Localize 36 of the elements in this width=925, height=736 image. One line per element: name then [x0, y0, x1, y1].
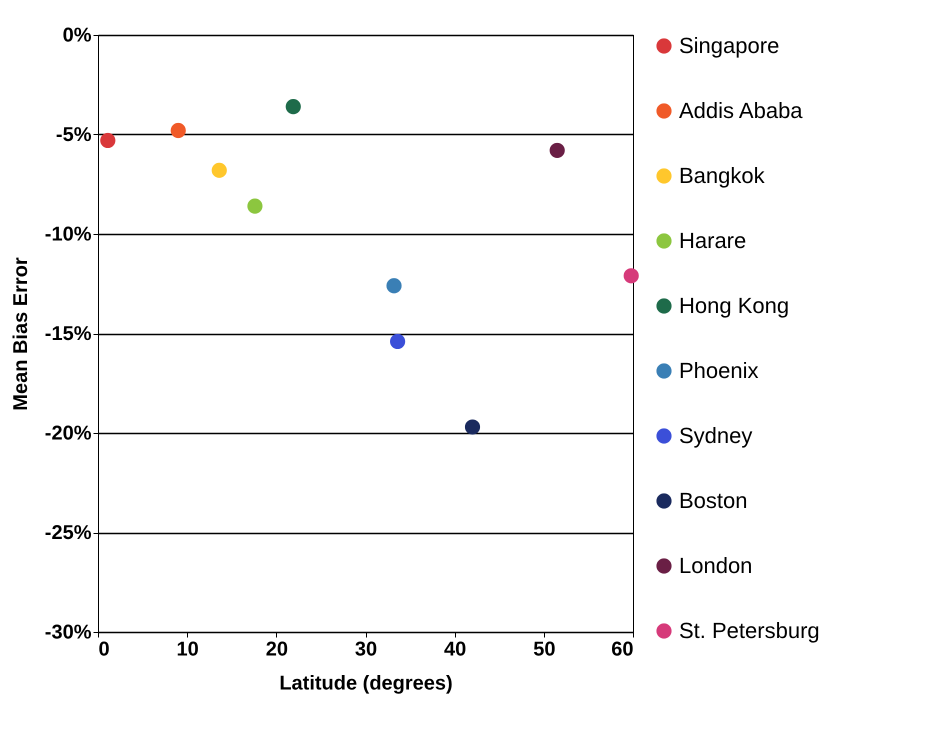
x-tick-label: 0 [98, 638, 110, 660]
legend-label: Hong Kong [679, 293, 790, 318]
legend-label: Singapore [679, 33, 780, 58]
y-axis-title: Mean Bias Error [10, 257, 32, 411]
y-tick-label: -10% [44, 224, 92, 246]
point [286, 99, 301, 114]
point [212, 162, 227, 178]
legend-label: Boston [679, 488, 748, 513]
point [550, 142, 565, 158]
x-tick-label: 30 [354, 638, 378, 660]
x-tick-label: 50 [533, 638, 556, 660]
y-tick-label: -15% [44, 323, 92, 345]
point [247, 198, 263, 214]
legend-label: Harare [679, 228, 746, 253]
y-tick-label: -25% [44, 522, 92, 544]
point [100, 132, 116, 148]
y-tick-label: -5% [56, 124, 92, 146]
x-tick-label: 60 [611, 638, 634, 660]
point [464, 419, 480, 435]
y-tick-label: -30% [44, 622, 92, 644]
y-tick-label: -20% [44, 422, 92, 444]
legend-label: Phoenix [679, 358, 759, 383]
point [624, 268, 639, 284]
legend-label: Addis Ababa [679, 98, 804, 123]
point [390, 334, 406, 350]
y-tick-label: 0% [62, 24, 92, 46]
legend-label: London [679, 553, 752, 578]
legend-label: Sydney [679, 423, 752, 448]
point [386, 278, 402, 294]
legend-label: Bangkok [679, 163, 766, 188]
legend-label: St. Petersburg [679, 618, 820, 643]
x-tick-label: 10 [176, 638, 199, 660]
point [170, 122, 186, 138]
x-tick-label: 40 [444, 638, 466, 660]
x-tick-label: 20 [266, 638, 288, 660]
x-axis-title: Latitude (degrees) [279, 672, 453, 694]
